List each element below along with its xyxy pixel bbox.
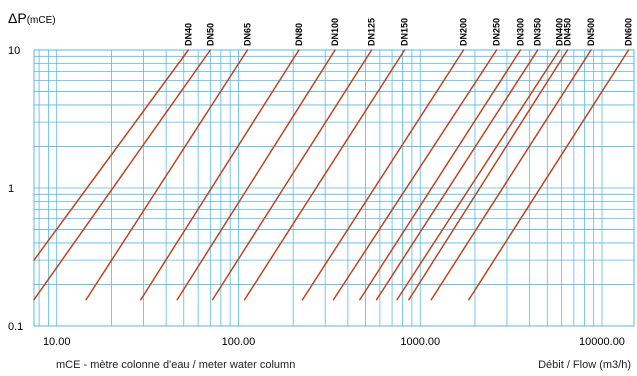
series-line-dn350 [375,49,539,301]
series-label-dn125: DN125 [367,18,377,46]
series-label-dn100: DN100 [330,18,340,46]
y-axis-label: ΔP [8,10,27,26]
tick-labels: 10 1 0.1 10.00 100.00 1000.00 10000.00 [8,45,625,348]
series-label-dn200: DN200 [459,18,469,46]
x-axis-label: Débit / Flow (m3/h) [538,359,631,371]
series-line-dn100 [176,49,336,301]
series-label-dn400: DN400 [554,18,564,46]
series-line-dn80 [140,49,300,301]
plot-frame [33,49,635,327]
y-tick-label: 1 [8,183,14,195]
x-tick-label: 10000.00 [579,336,625,348]
series-line-dn50 [33,49,212,301]
series-label-dn350: DN350 [533,18,543,46]
y-axis-title: ΔP(mCE) [8,10,56,28]
series-line-dn400 [396,49,561,301]
series-line-dn300 [359,49,522,301]
series-line-dn250 [332,49,498,301]
x-tick-label: 1000.00 [400,336,440,348]
series-line-dn65 [85,49,249,301]
plot-border [33,49,635,327]
series-label-dn250: DN250 [492,18,502,46]
series-line-dn40 [33,49,190,261]
series-label-dn450: DN450 [563,18,573,46]
series-line-dn150 [243,49,406,301]
series-label-dn40: DN40 [183,23,193,46]
series-label-dn300: DN300 [516,18,526,46]
series-label-dn600: DN600 [624,18,634,46]
series-lines [33,49,630,301]
series-line-dn125 [211,49,373,301]
footnote: mCE - mètre colonne d'eau / meter water … [56,359,296,371]
series-label-dn500: DN500 [586,18,596,46]
x-tick-label: 10.00 [43,336,71,348]
series-label-dn50: DN50 [205,23,215,46]
series-label-dn80: DN80 [294,23,304,46]
series-line-dn600 [468,49,630,301]
series-line-dn500 [430,49,592,301]
series-line-dn450 [408,49,569,301]
series-labels: DN40 DN50 DN65 DN80 DN100 DN125 DN150 DN200 DN25… [183,18,633,46]
y-axis-unit: (mCE) [26,15,56,26]
y-tick-label: 0.1 [8,321,23,333]
grid [34,49,634,327]
x-tick-label: 100.00 [222,336,256,348]
series-line-dn200 [301,49,465,301]
series-label-dn150: DN150 [400,18,410,46]
series-label-dn65: DN65 [242,23,252,46]
y-tick-label: 10 [8,45,20,57]
